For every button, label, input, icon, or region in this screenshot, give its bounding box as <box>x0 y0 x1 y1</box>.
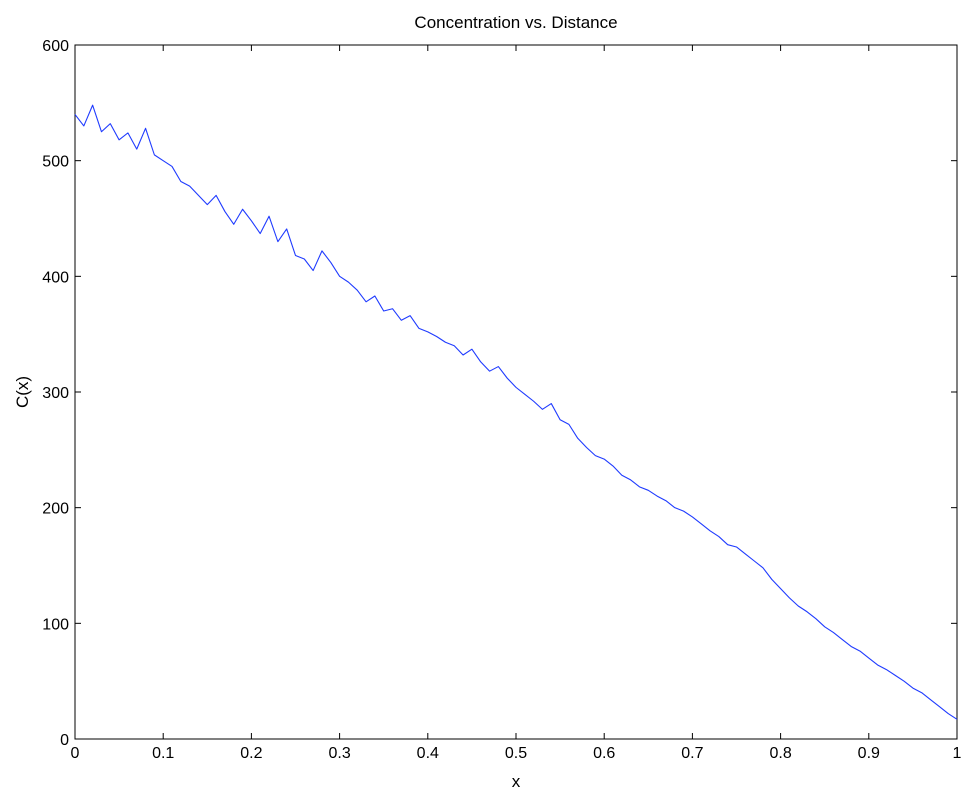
x-axis-label: x <box>512 772 521 791</box>
data-series-line <box>74 104 958 720</box>
x-tick-label: 0.7 <box>681 745 703 762</box>
y-tick-label: 400 <box>42 269 69 286</box>
chart-title: Concentration vs. Distance <box>414 13 617 32</box>
x-tick-label: 0.9 <box>858 745 880 762</box>
y-tick-label: 0 <box>60 732 69 749</box>
y-tick-label: 600 <box>42 38 69 55</box>
x-tick-label: 0.3 <box>328 745 350 762</box>
x-tick-label: 1 <box>953 745 962 762</box>
plot-area: 0 0.1 0.2 0.3 0.4 0.5 0.6 0.7 0.8 0.9 1 0 100 200 300… <box>42 38 961 762</box>
y-tick-label: 100 <box>42 616 69 633</box>
y-tick-label: 200 <box>42 501 69 518</box>
y-axis-label: C(x) <box>13 376 32 408</box>
x-axis: 0 0.1 0.2 0.3 0.4 0.5 0.6 0.7 0.8 0.9 1 <box>71 45 962 762</box>
x-tick-label: 0.6 <box>593 745 615 762</box>
axes-frame <box>74 44 958 740</box>
x-tick-label: 0.4 <box>417 745 439 762</box>
x-tick-label: 0.2 <box>240 745 262 762</box>
x-tick-label: 0.5 <box>505 745 527 762</box>
x-tick-label: 0.8 <box>769 745 791 762</box>
y-tick-label: 500 <box>42 154 69 171</box>
x-tick-label: 0 <box>71 745 80 762</box>
y-tick-label: 300 <box>42 385 69 402</box>
y-axis: 0 100 200 300 400 500 600 <box>42 38 957 749</box>
series-layer <box>74 104 958 720</box>
x-tick-label: 0.1 <box>152 745 174 762</box>
